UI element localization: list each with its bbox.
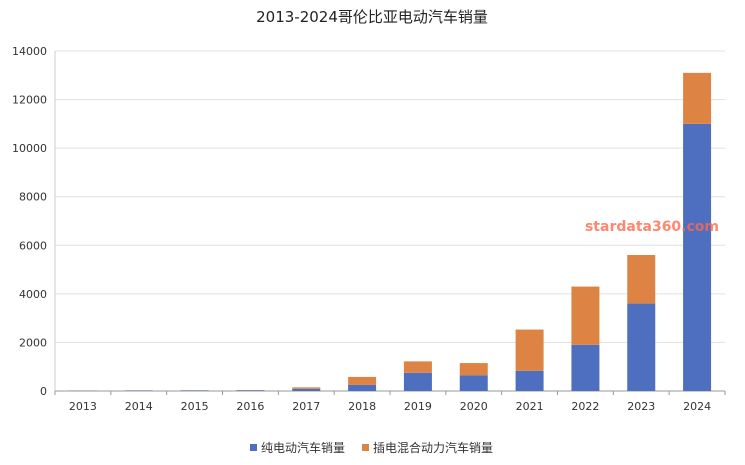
x-tick-label: 2021 [516,400,544,413]
bar-segment [571,344,600,391]
bar-segment [627,255,656,304]
x-tick-label: 2018 [348,400,376,413]
legend: 纯电动汽车销量 插电混合动力汽车销量 [250,440,493,455]
bar-segment [403,372,432,391]
bar-segment [348,384,377,391]
x-tick-label: 2017 [292,400,320,413]
bar-segment [236,390,265,391]
legend-swatch [250,444,257,451]
y-tick-label: 4000 [19,288,47,301]
y-tick-label: 10000 [12,142,47,155]
bar-segment [459,363,488,376]
y-axis: 0 2000 4000 6000 8000 10000 12000 14000 [12,45,56,398]
chart-title: 2013-2024哥伦比亚电动汽车销量 [256,8,488,26]
x-tick-label: 2014 [125,400,153,413]
bar-segment [515,370,544,391]
bar-segment [459,375,488,391]
x-tick-label: 2022 [571,400,599,413]
bar-segment [627,303,656,391]
y-tick-label: 8000 [19,191,47,204]
bar-segment [180,390,209,391]
x-tick-label: 2020 [460,400,488,413]
bar-segment [515,329,544,371]
x-tick-label: 2013 [69,400,97,413]
gridlines [55,50,725,392]
bar-segment [683,72,712,124]
legend-swatch [362,444,369,451]
x-tick-label: 2016 [236,400,264,413]
x-tick-label: 2019 [404,400,432,413]
y-tick-label: 6000 [19,239,47,252]
legend-label: 纯电动汽车销量 [261,440,345,455]
bar-segment [683,123,712,391]
legend-label: 插电混合动力汽车销量 [373,440,493,455]
y-tick-label: 2000 [19,336,47,349]
x-tick-label: 2015 [181,400,209,413]
x-tick-label: 2023 [627,400,655,413]
watermark: stardata360.com [585,219,719,235]
x-tick-label: 2024 [683,400,711,413]
x-axis: 2013 2014 2015 2016 2017 2018 2019 2020 2021 2022… [54,391,726,413]
y-tick-label: 0 [40,385,47,398]
bar-segment [348,376,377,385]
bars [68,72,712,391]
bar-segment [403,361,432,373]
bar-segment [292,388,321,391]
y-tick-label: 12000 [12,94,47,107]
y-tick-label: 14000 [12,45,47,58]
bar-segment [571,286,600,345]
bar-segment [292,387,321,389]
